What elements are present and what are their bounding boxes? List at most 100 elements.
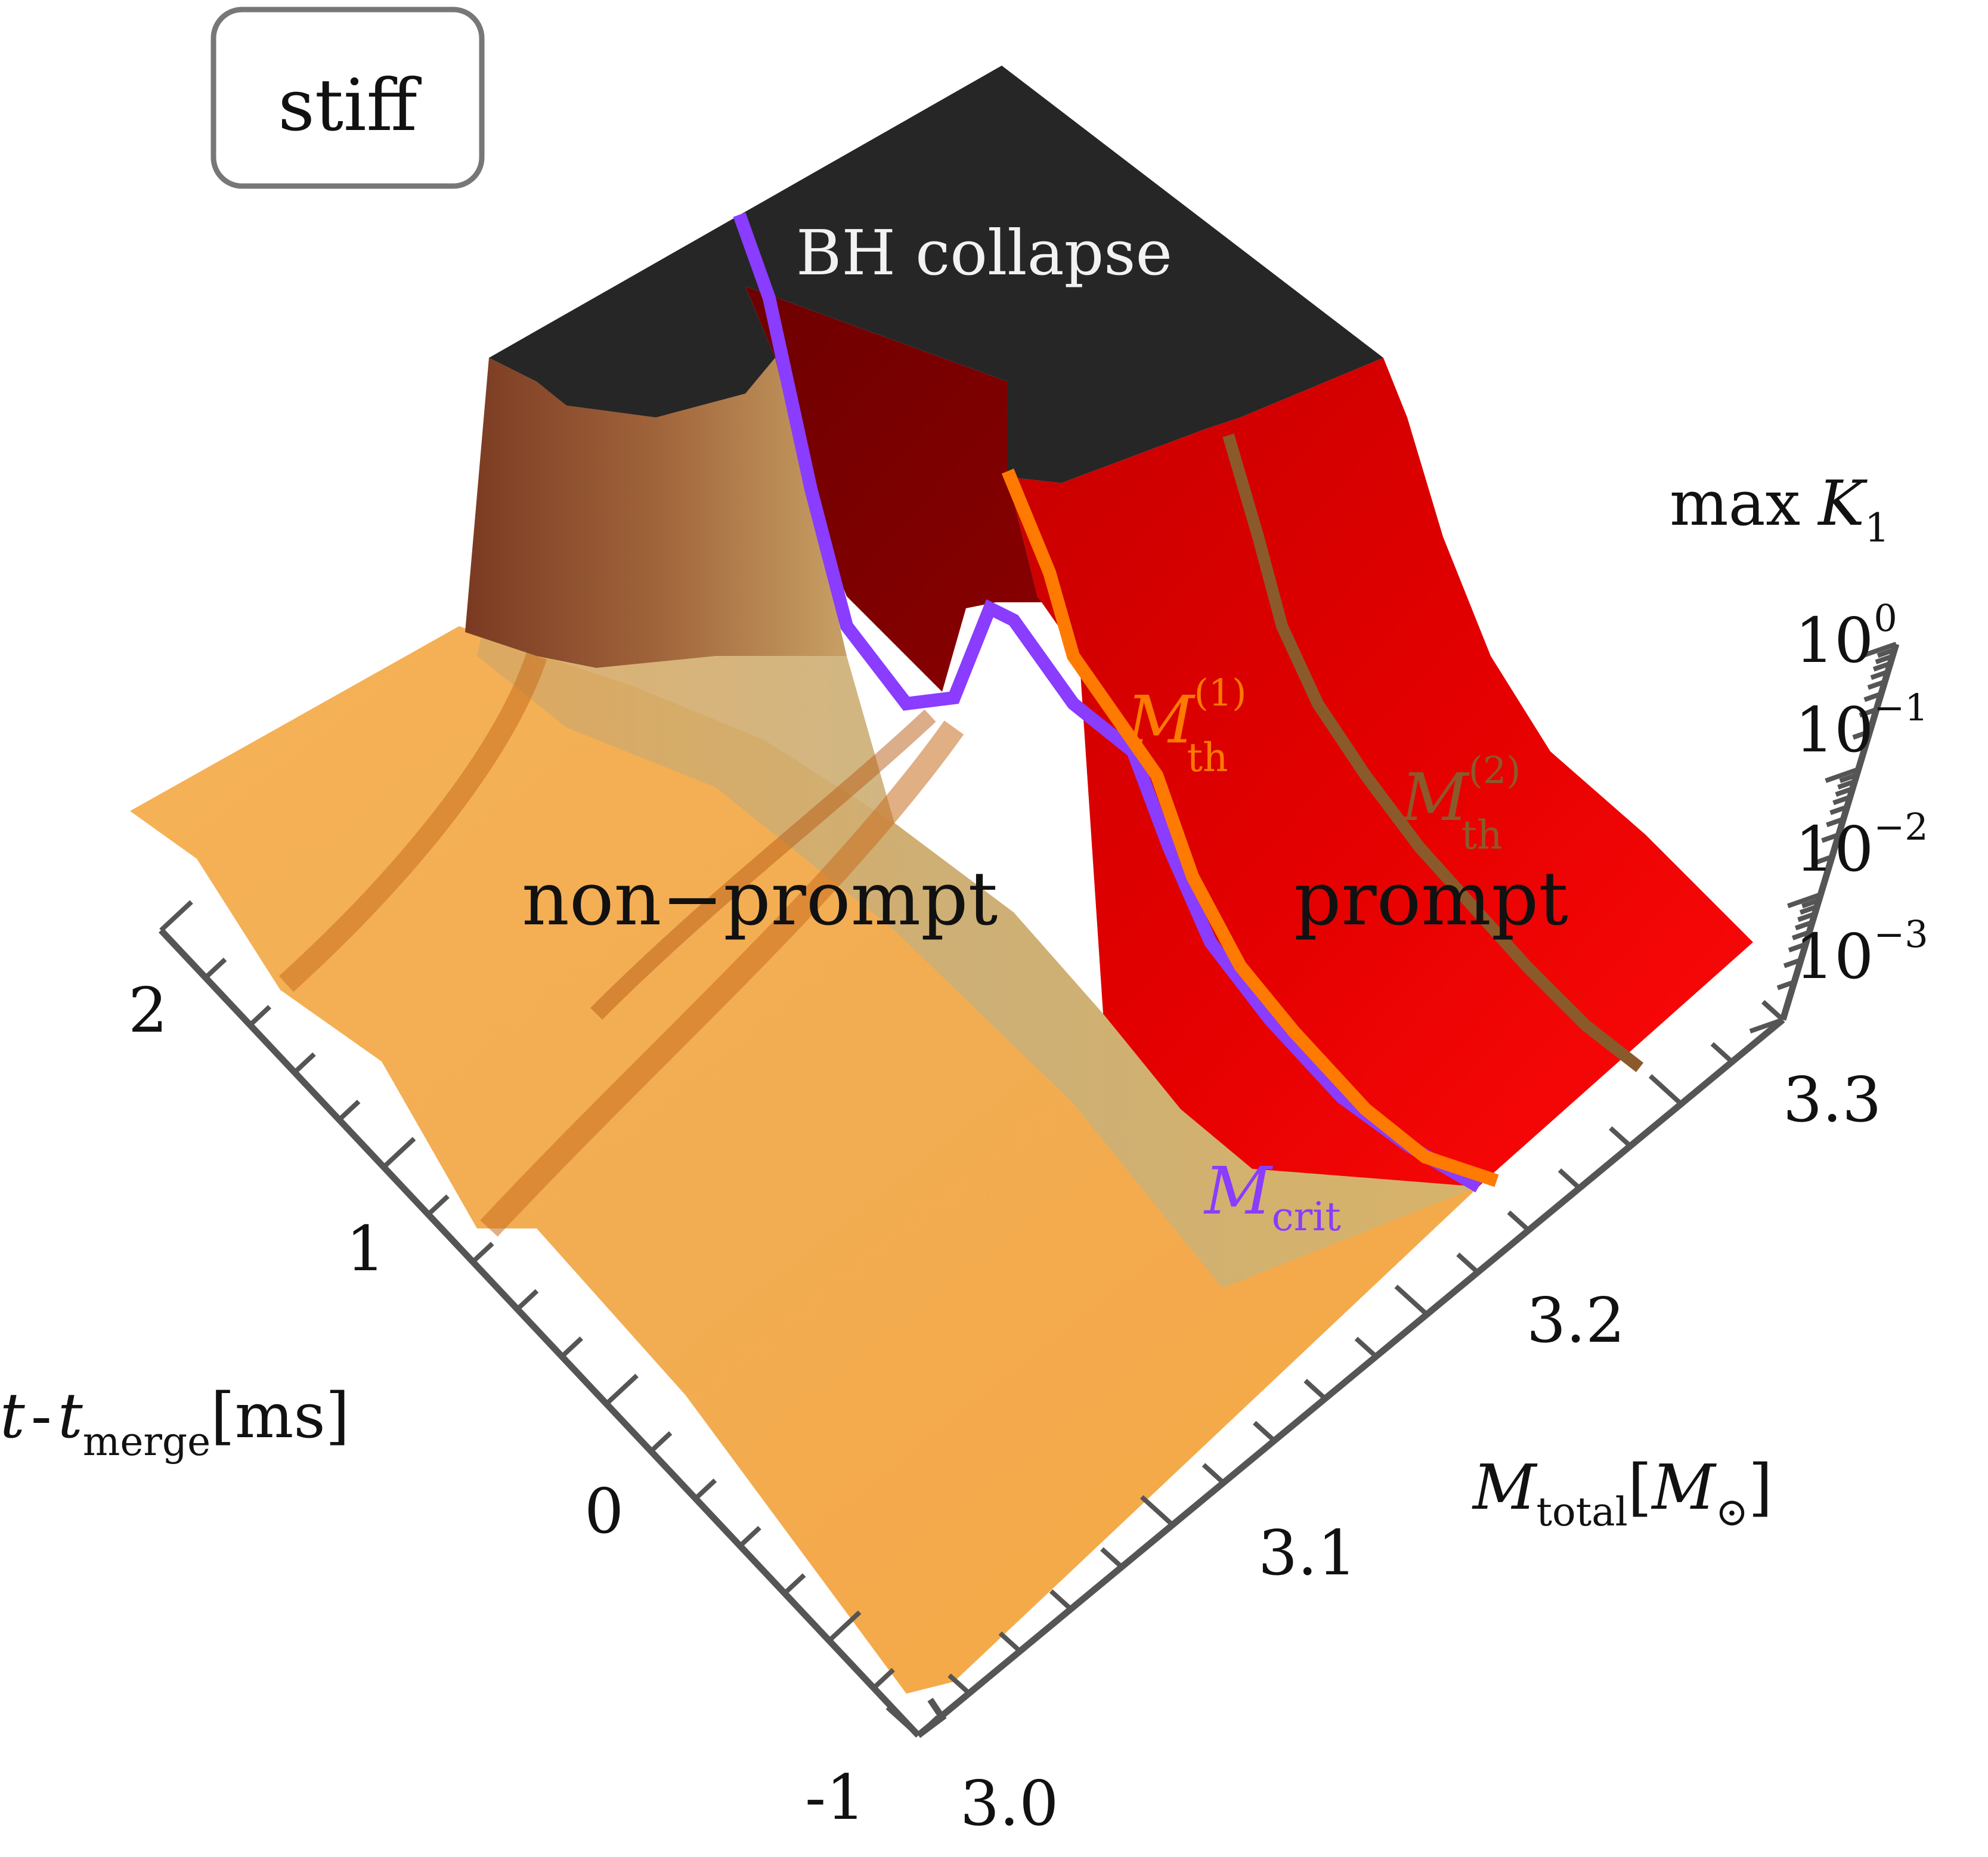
z-axis-tick [1859,707,1878,718]
y-axis-tick [1761,999,1785,1022]
x-axis-tick [916,1715,940,1737]
z-tick-label: 10−1 [1795,686,1928,766]
z-axis-tick [1872,661,1891,672]
y-axis-tick [998,1631,1022,1653]
eos-tag-label: stiff [278,64,422,147]
y-axis-tick [1139,1495,1175,1527]
surface-ridge-2 [278,652,547,992]
z-axis-tick [1797,911,1816,923]
x-axis-tick [471,1242,494,1264]
z-axis-tick [1749,1017,1784,1034]
y-axis-tick [1507,1210,1531,1232]
y-tick-label: 3.0 [960,1767,1058,1840]
x-axis-tick [827,1610,862,1643]
y-axis-tick [1710,1042,1734,1064]
region-label-bh-collapse: BH collapse [796,216,1172,289]
z-axis-tick [1825,767,1859,784]
z-axis-tick [1821,832,1840,843]
y-axis-tick [1202,1463,1225,1485]
y-axis-tick [885,1706,920,1737]
y-axis-tick [1049,1589,1073,1611]
x-axis-tick [738,1525,761,1548]
y-axis-tick [1100,1547,1123,1569]
prompt-surface [1008,358,1753,1187]
z-axis-tick [1799,904,1818,915]
y-axis-tick [1456,1252,1479,1274]
y-axis-tick [1609,1126,1632,1148]
axes [158,643,1900,1738]
z-tick-label: 10−2 [1795,805,1928,886]
z-axis-title: max K1 [1670,467,1890,551]
x-tick-label: -1 [805,1761,865,1834]
x-axis-tick [426,1194,450,1217]
x-axis-line [158,928,921,1738]
y-axis-line [916,1017,1785,1738]
y-axis-tick [1394,1285,1429,1317]
x-axis-tick [337,1100,361,1122]
z-tick-labels: 100 10−1 10−2 10−3 [1795,596,1928,993]
z-axis-tick [1876,647,1896,658]
z-axis-tick [1794,920,1813,931]
x-axis-tick [872,1668,895,1690]
y-axis-tick [1303,1379,1327,1401]
x-tick-label: 1 [346,1212,385,1285]
x-axis-tick [248,1005,271,1027]
curve-label-m-crit: Mcrit [1203,1153,1341,1240]
z-tick-label: 10−3 [1795,912,1928,993]
y-tick-label: 3.2 [1526,1284,1625,1357]
bh-plateau [489,66,1383,483]
x-tick-label: 0 [584,1475,624,1548]
z-axis-tick [1788,942,1807,953]
z-axis-tick [1835,786,1854,797]
surface-ridge-3 [590,709,936,1020]
z-axis-tick [1787,892,1822,909]
z-axis-tick [1875,654,1894,664]
x-axis-title: t-tmerge[ms] [0,1379,349,1465]
surface-ridge-1 [480,720,964,1237]
z-axis-tick [1776,980,1795,991]
z-axis-tick [1832,794,1851,806]
y-tick-label: 3.3 [1783,1063,1881,1136]
z-axis-tick [1839,772,1858,784]
z-axis-tick [1837,779,1856,790]
collapse-wall-left [465,358,847,668]
z-axis-tick [1870,669,1889,680]
eos-tag-box [210,7,485,189]
y-axis-tick [1253,1420,1276,1443]
curve-m-th2 [1222,434,1644,1072]
curve-m-th1 [1001,468,1499,1187]
curve-m-crit [733,212,1482,1193]
surface [130,66,1753,1694]
z-axis-tick [1814,855,1833,865]
axis-ticks [159,642,1897,1737]
z-axis-line [1779,643,1900,1021]
x-axis-tick [783,1573,806,1595]
z-tick-label: 100 [1795,596,1897,677]
y-tick-labels: 3.0 3.1 3.2 3.3 [960,1063,1881,1840]
non-prompt-surface [130,626,1479,1694]
collapse-wall-dark [745,286,1109,692]
z-axis-tick [1862,642,1897,658]
x-axis-tick [382,1137,416,1169]
x-axis-tick [203,957,227,980]
z-axis-tick [1801,897,1820,909]
z-axis-tick [1829,804,1848,815]
x-axis-tick [515,1289,539,1311]
x-axis-tick [293,1052,316,1075]
region-label-prompt: prompt [1294,856,1568,942]
z-axis-tick [1852,729,1871,740]
y-axis-tick [1648,1074,1683,1106]
z-axis-tick [1867,679,1886,690]
z-axis-tick [1791,930,1810,940]
y-axis-tick [947,1673,971,1695]
z-axis-tick [1826,816,1844,828]
x-axis-tick [159,900,193,932]
y-axis-tick [1354,1336,1378,1358]
curve-label-m-th2: M(2) th [1400,748,1521,858]
region-label-non-prompt: non−prompt [522,856,998,942]
x-axis-tick [649,1431,673,1453]
z-axis-tick [1783,958,1802,968]
curve-label-m-th1: M(1) th [1126,671,1246,781]
y-axis-tick [1557,1168,1581,1190]
